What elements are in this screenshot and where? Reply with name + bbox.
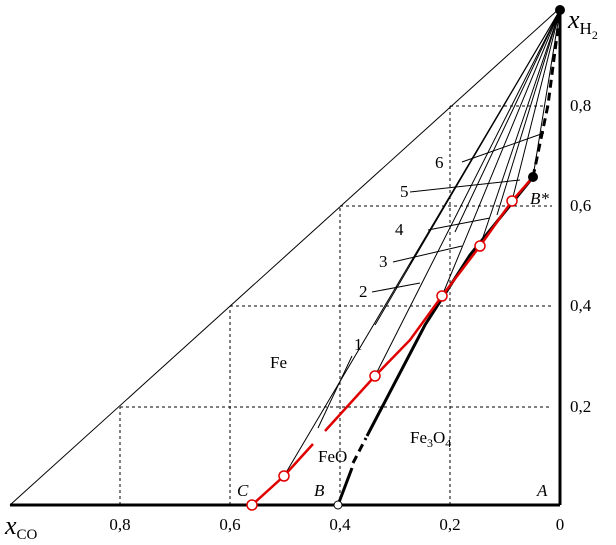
leader-lines — [317, 132, 545, 429]
y-tick-label: 0,2 — [570, 397, 591, 416]
magnetite-boundary-dashed — [351, 11, 562, 464]
x-tick-label: 0,8 — [109, 515, 130, 534]
point-b — [333, 500, 343, 510]
y-tick-label: 0,8 — [570, 96, 591, 115]
point-label: A — [536, 481, 548, 500]
x-tick-label: 0,6 — [219, 515, 240, 534]
point-b-star — [528, 172, 538, 182]
point-label: B — [314, 481, 325, 500]
grid — [119, 105, 552, 505]
line-label: 4 — [395, 220, 404, 239]
magnetite-boundary — [336, 176, 535, 506]
y-tick-label: 0,6 — [570, 196, 591, 215]
line-label: 5 — [400, 182, 409, 201]
triangle — [9, 7, 561, 506]
region-label: Fe3O4 — [410, 428, 451, 450]
tie-lines — [283, 9, 561, 477]
x-tick-label: 0,2 — [439, 515, 460, 534]
x-tick-labels: 0,8 0,6 0,4 0,2 0 — [109, 515, 564, 534]
y-axis-label: xH2 — [567, 5, 598, 42]
line-labels: 1 2 3 4 5 6 — [354, 153, 444, 354]
points — [246, 195, 518, 511]
line-label: 1 — [354, 335, 363, 354]
line-label: 6 — [435, 153, 444, 172]
point-label: C — [237, 481, 249, 500]
y-tick-labels: 0,2 0,4 0,6 0,8 — [570, 96, 592, 416]
point-label: B* — [530, 189, 549, 208]
line-label: 2 — [359, 282, 368, 301]
x-tick-label: 0 — [556, 515, 565, 534]
line-label: 3 — [379, 252, 388, 271]
x-axis-label: xCO — [4, 511, 38, 543]
x-tick-label: 0,4 — [329, 515, 351, 534]
region-label: FeO — [318, 447, 347, 466]
y-tick-label: 0,4 — [570, 296, 592, 315]
region-label: Fe — [270, 353, 287, 372]
